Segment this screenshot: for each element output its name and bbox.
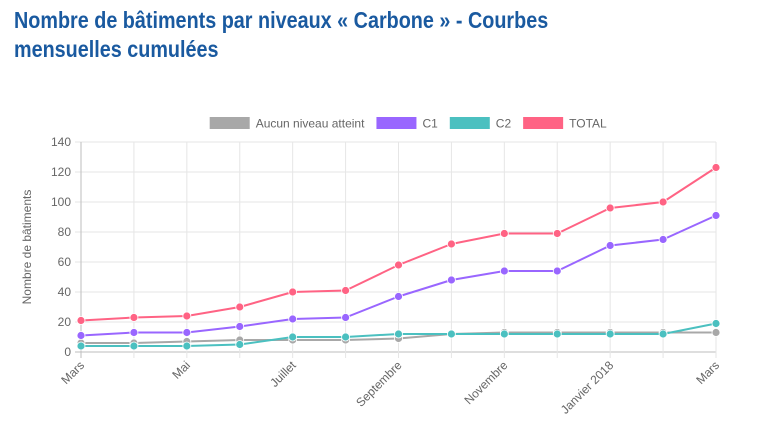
data-point[interactable] [658, 197, 668, 207]
data-point[interactable] [711, 211, 721, 220]
legend-label: C2 [496, 117, 512, 131]
legend-label: Aucun niveau atteint [256, 117, 365, 131]
legend-label: C1 [422, 117, 438, 131]
data-point[interactable] [129, 328, 139, 337]
data-point[interactable] [605, 241, 615, 250]
data-point[interactable] [341, 286, 350, 295]
y-tick-label: 80 [58, 225, 72, 239]
x-tick-label: Mars [693, 358, 722, 387]
data-point[interactable] [288, 314, 298, 324]
data-point[interactable] [76, 341, 86, 351]
data-point[interactable] [499, 266, 509, 276]
chart-legend[interactable]: Aucun niveau atteint C1 C2 TOTAL [209, 117, 607, 131]
data-point[interactable] [658, 235, 668, 244]
data-point[interactable] [499, 329, 509, 339]
data-point[interactable] [235, 302, 245, 312]
data-point[interactable] [552, 229, 562, 238]
y-tick-label: 140 [51, 135, 71, 149]
data-point[interactable] [182, 311, 192, 321]
x-tick-label: Septembre [353, 358, 405, 410]
data-point[interactable] [605, 329, 615, 339]
chart-series [76, 163, 721, 351]
data-point[interactable] [711, 328, 721, 337]
data-point[interactable] [394, 260, 403, 270]
y-tick-label: 20 [58, 315, 72, 329]
x-tick-label: Mai [169, 358, 193, 382]
series-3 [76, 319, 721, 351]
data-point[interactable] [711, 319, 721, 328]
legend-swatch [523, 117, 564, 129]
chart-grid [75, 141, 717, 358]
data-point[interactable] [605, 203, 615, 213]
data-point[interactable] [552, 266, 562, 276]
data-point[interactable] [76, 331, 86, 340]
chart-title: Nombre de bâtiments par niveaux « Carbon… [14, 7, 549, 62]
y-tick-label: 40 [58, 285, 72, 299]
data-point[interactable] [447, 239, 456, 249]
data-point[interactable] [235, 340, 245, 349]
y-tick-label: 100 [51, 195, 71, 209]
x-tick-label: Novembre [461, 358, 510, 407]
legend-swatch [376, 117, 417, 129]
data-point[interactable] [288, 332, 298, 342]
legend-item[interactable]: Aucun niveau atteint [209, 117, 365, 131]
data-point[interactable] [129, 341, 139, 351]
y-tick-label: 0 [64, 345, 71, 359]
data-point[interactable] [552, 329, 562, 339]
data-point[interactable] [499, 229, 509, 238]
x-tick-label: Mars [58, 358, 87, 387]
legend-item[interactable]: C2 [449, 117, 512, 131]
legend-label: TOTAL [569, 117, 607, 131]
data-point[interactable] [394, 292, 403, 301]
data-point[interactable] [182, 341, 192, 351]
legend-swatch [209, 117, 250, 129]
x-tick-label: Janvier 2018 [558, 358, 617, 417]
data-point[interactable] [341, 313, 350, 322]
y-tick-label: 60 [58, 255, 72, 269]
data-point[interactable] [658, 329, 668, 339]
data-point[interactable] [711, 163, 721, 172]
data-point[interactable] [288, 287, 298, 297]
data-point[interactable] [76, 316, 86, 325]
y-tick-label: 120 [51, 165, 71, 179]
y-axis-label: Nombre de bâtiments [20, 190, 34, 305]
data-point[interactable] [447, 275, 456, 285]
legend-item[interactable]: TOTAL [523, 117, 607, 131]
legend-swatch [449, 117, 490, 129]
x-axis-ticks: Mars Mai Juillet Septembre Novembre Janvier 2… [58, 358, 722, 417]
data-point[interactable] [341, 332, 350, 342]
series-2 [76, 211, 721, 340]
series-4 [76, 163, 721, 325]
x-tick-label: Juillet [267, 358, 299, 390]
data-point[interactable] [129, 313, 139, 322]
y-axis-ticks: 0 20 40 60 80 100 120 140 [51, 135, 71, 359]
data-point[interactable] [182, 328, 192, 337]
data-point[interactable] [235, 322, 245, 331]
legend-item[interactable]: C1 [376, 117, 438, 131]
data-point[interactable] [394, 329, 403, 339]
data-point[interactable] [447, 329, 456, 339]
